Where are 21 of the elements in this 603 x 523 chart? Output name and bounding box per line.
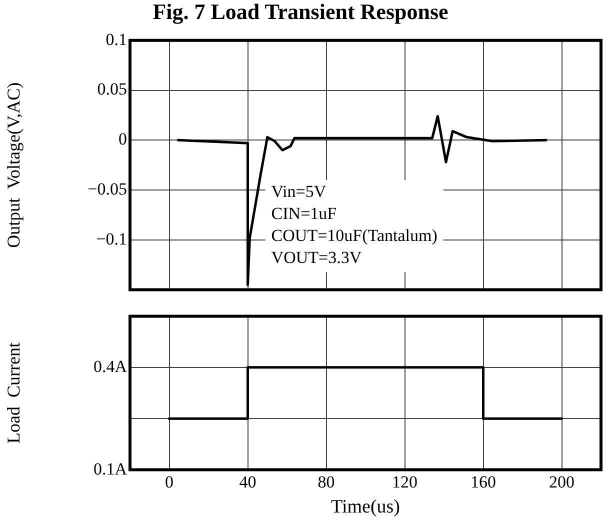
x-tick-label: 80 bbox=[318, 472, 335, 492]
x-axis-title: Time(us) bbox=[331, 496, 400, 518]
x-tick-label: 160 bbox=[470, 472, 496, 492]
annotation: CIN=1uF bbox=[271, 204, 337, 224]
y-tick-label: 0.05 bbox=[97, 80, 127, 99]
x-tick-label: 200 bbox=[549, 472, 574, 492]
y-tick-label: 0.1A bbox=[93, 459, 128, 478]
annotation: VOUT=3.3V bbox=[271, 248, 362, 268]
x-tick-label: 120 bbox=[392, 472, 418, 492]
chart-title: Fig. 7 Load Transient Response bbox=[152, 0, 449, 24]
annotation: Vin=5V bbox=[271, 182, 327, 202]
y-tick-label: −0.1 bbox=[96, 229, 127, 248]
y-tick-label: 0 bbox=[118, 130, 127, 149]
y-tick-label: 0.1 bbox=[106, 30, 127, 49]
x-tick-label: 40 bbox=[239, 472, 256, 492]
y-axis-title: Output Voltage(V,AC) bbox=[4, 82, 24, 248]
y-tick-label: −0.05 bbox=[88, 180, 127, 199]
y-axis-title: Load Current bbox=[4, 342, 24, 444]
y-tick-label: 0.4A bbox=[93, 356, 128, 376]
annotation: COUT=10uF(Tantalum) bbox=[271, 226, 438, 246]
x-tick-label: 0 bbox=[165, 472, 174, 492]
